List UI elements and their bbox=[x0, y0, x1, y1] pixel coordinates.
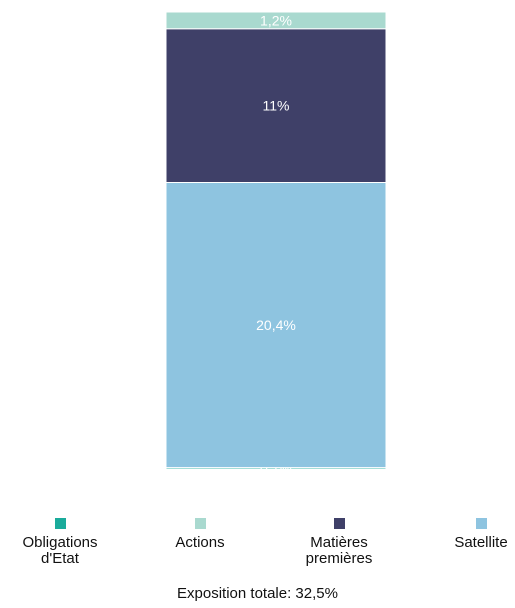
legend-item-obligations: Obligations d'Etat bbox=[5, 518, 115, 567]
legend-item-matieres: Matières premières bbox=[284, 518, 394, 567]
stacked-bar-chart: 0,1%20,4%11%1,2% bbox=[165, 11, 387, 469]
bar-segment-2 bbox=[165, 28, 387, 184]
legend-label-actions: Actions bbox=[175, 534, 225, 551]
legend-swatch-matieres bbox=[333, 518, 345, 529]
legend-item-satellite: Satellite bbox=[426, 518, 515, 551]
legend-item-actions: Actions bbox=[145, 518, 255, 551]
legend-swatch-satellite bbox=[475, 518, 487, 529]
bar-segment-1 bbox=[165, 182, 387, 469]
legend-label-satellite: Satellite bbox=[454, 534, 508, 551]
data-label-3: 1,2% bbox=[260, 12, 292, 28]
data-label-2: 11% bbox=[263, 98, 290, 114]
legend-swatch-actions bbox=[194, 518, 206, 529]
legend-swatch-obligations bbox=[54, 518, 66, 529]
legend-label-obligations: Obligations d'Etat bbox=[22, 534, 98, 567]
data-label-1: 20,4% bbox=[256, 317, 296, 333]
bar-segment-3 bbox=[165, 11, 387, 30]
legend-label-matieres: Matières premières bbox=[305, 534, 373, 567]
legend: Obligations d'Etat Actions Matières prem… bbox=[0, 518, 515, 580]
total-exposure-label: Exposition totale: 32,5% bbox=[177, 585, 338, 602]
